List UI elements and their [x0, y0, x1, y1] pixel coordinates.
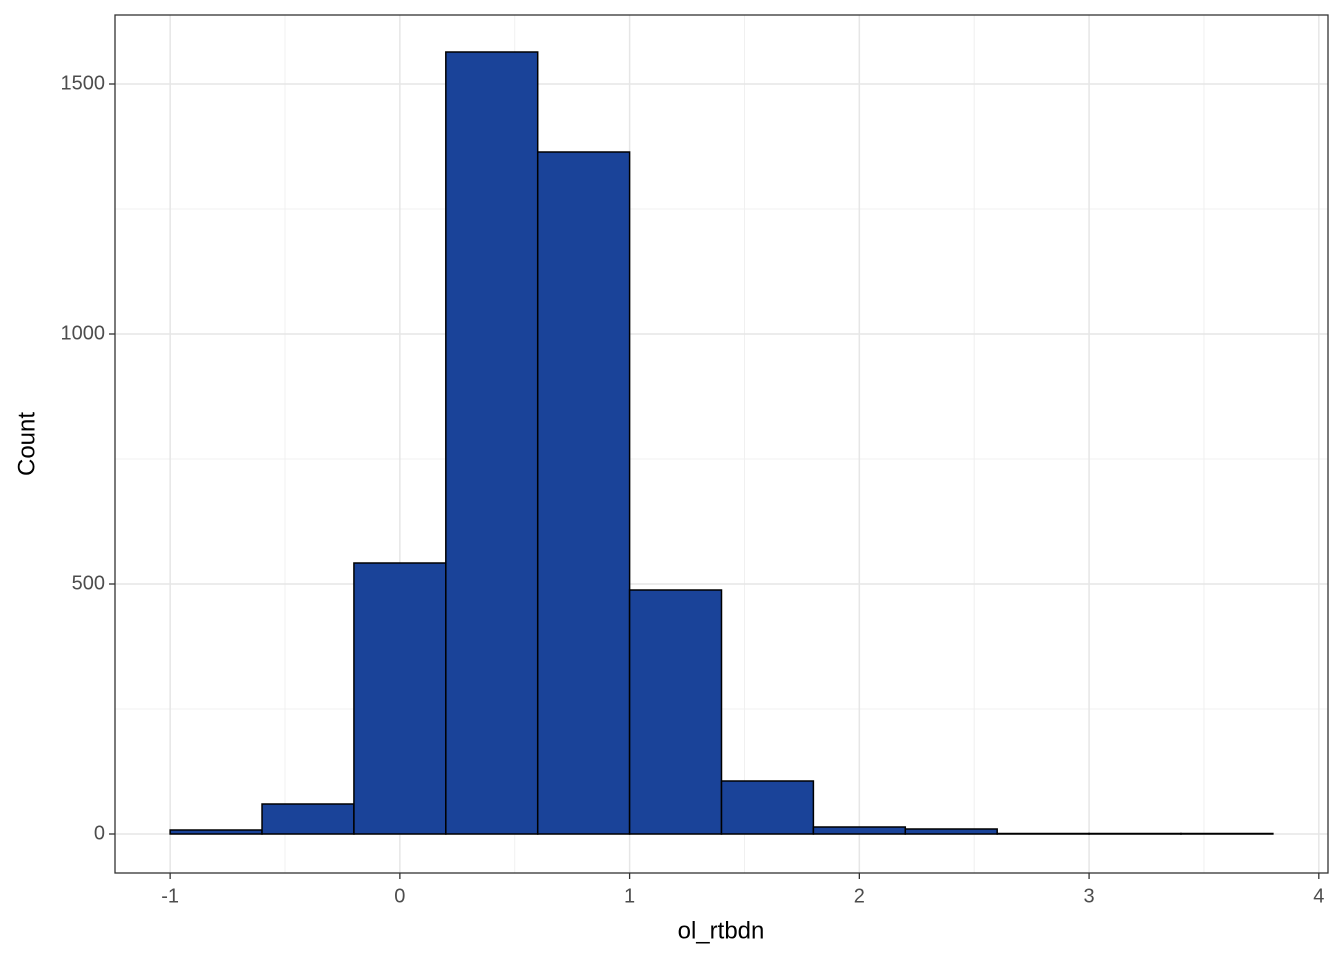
- bar: [1088, 832, 1182, 835]
- panel-border: [114, 14, 1329, 874]
- x-tick-label: -1: [161, 885, 179, 907]
- bar: [996, 832, 1090, 835]
- bar: [904, 828, 998, 835]
- bar: [536, 151, 631, 835]
- x-tick-label: 0: [394, 885, 405, 907]
- x-tick-label: 2: [854, 885, 865, 907]
- bar: [353, 562, 447, 835]
- y-tick-label: 1500: [61, 72, 106, 94]
- bar: [261, 803, 355, 835]
- x-tick-label: 3: [1084, 885, 1095, 907]
- x-tick-label: 1: [624, 885, 635, 907]
- bar: [169, 829, 263, 835]
- y-axis-title: Count: [13, 412, 40, 476]
- x-axis-title: ol_rtbdn: [678, 917, 765, 944]
- x-tick-label: 4: [1313, 885, 1324, 907]
- y-tick-label: 1000: [61, 322, 106, 344]
- bar: [812, 826, 907, 835]
- bar: [720, 780, 815, 835]
- y-tick-label: 0: [94, 822, 105, 844]
- bar: [628, 589, 723, 835]
- y-tick-label: 500: [72, 572, 105, 594]
- bar: [445, 51, 539, 835]
- bar: [1180, 832, 1274, 835]
